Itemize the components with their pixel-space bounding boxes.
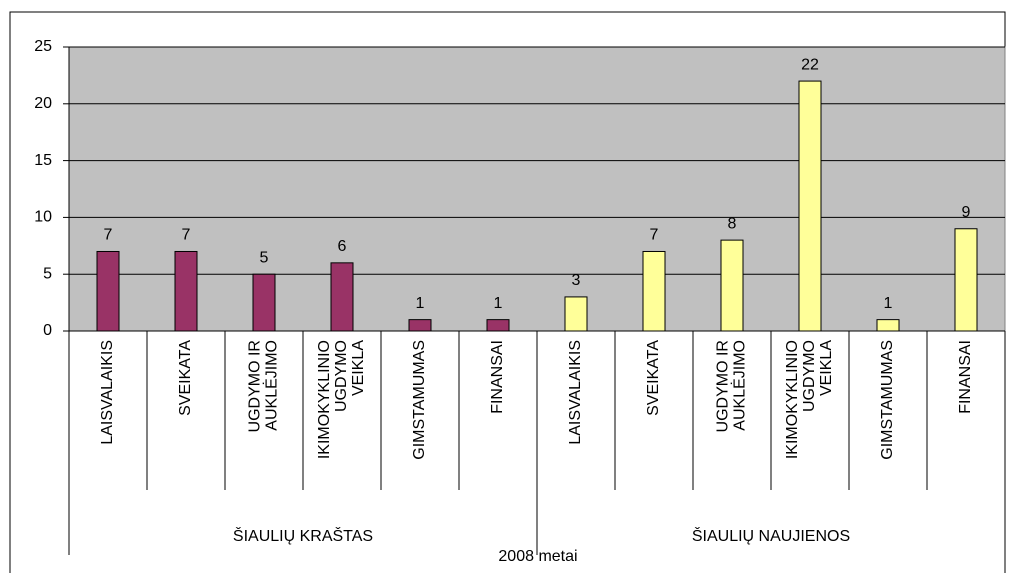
group-label: ŠIAULIŲ KRAŠTAS xyxy=(233,526,373,545)
data-label: 8 xyxy=(728,215,737,232)
y-tick-label: 25 xyxy=(34,38,52,55)
data-label: 5 xyxy=(260,249,269,266)
bar xyxy=(96,250,120,332)
x-tick-label: FINANSAI xyxy=(957,340,974,414)
x-tick-label: IKIMOKYKLINIOUGDYMOVEIKLA xyxy=(784,340,835,459)
y-tick-label: 0 xyxy=(43,322,52,339)
x-tick-label: LAISVALAIKIS xyxy=(99,340,116,445)
bar xyxy=(876,319,900,332)
x-tick-label: UGDYMO IRAUKLĖJIMO xyxy=(715,340,749,432)
data-label: 3 xyxy=(572,272,581,289)
y-tick-label: 20 xyxy=(34,95,52,112)
y-tick-label: 10 xyxy=(34,209,52,226)
data-label: 1 xyxy=(494,295,503,312)
data-label: 9 xyxy=(962,204,971,221)
bar xyxy=(564,296,588,332)
bar xyxy=(642,250,666,332)
bar xyxy=(954,228,978,332)
bar xyxy=(252,273,276,332)
bar xyxy=(330,262,354,332)
x-tick-label: GIMSTAMUMAS xyxy=(411,340,428,460)
x-tick-label: FINANSAI xyxy=(489,340,506,414)
data-label: 1 xyxy=(884,295,893,312)
data-label: 6 xyxy=(338,238,347,255)
x-tick-label: IKIMOKYKLINIOUGDYMOVEIKLA xyxy=(316,340,367,459)
bar xyxy=(486,319,510,332)
data-label: 7 xyxy=(650,227,659,244)
x-tick-label: UGDYMO IRAUKLĖJIMO xyxy=(247,340,281,432)
bar xyxy=(720,239,744,332)
x-axis-label: 2008 metai xyxy=(498,548,577,565)
bar xyxy=(408,319,432,332)
data-label: 1 xyxy=(416,295,425,312)
bar xyxy=(174,250,198,332)
group-label: ŠIAULIŲ NAUJIENOS xyxy=(692,526,850,545)
y-tick-label: 15 xyxy=(34,152,52,169)
x-tick-label: GIMSTAMUMAS xyxy=(879,340,896,460)
plot-area xyxy=(68,46,1006,332)
data-label: 7 xyxy=(104,227,113,244)
x-tick-label: SVEIKATA xyxy=(177,340,194,416)
data-label: 22 xyxy=(801,56,819,73)
x-tick-label: SVEIKATA xyxy=(645,340,662,416)
data-label: 7 xyxy=(182,227,191,244)
bar xyxy=(798,80,822,332)
y-tick-label: 5 xyxy=(43,265,52,282)
x-tick-label: LAISVALAIKIS xyxy=(567,340,584,445)
